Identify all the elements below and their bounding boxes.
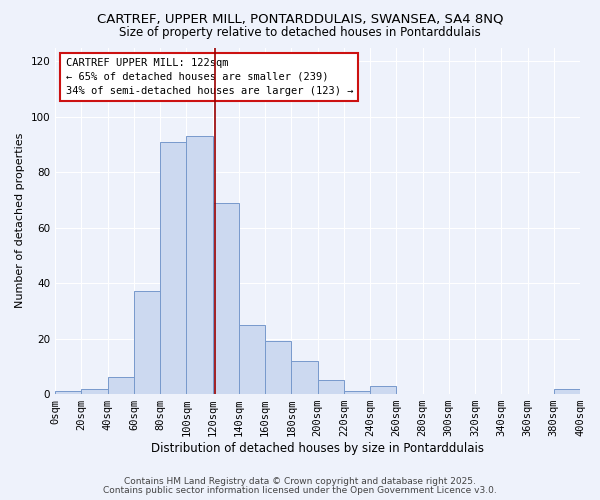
Text: Contains public sector information licensed under the Open Government Licence v3: Contains public sector information licen… bbox=[103, 486, 497, 495]
Bar bbox=[134, 292, 160, 394]
Bar bbox=[265, 342, 292, 394]
Bar bbox=[187, 136, 212, 394]
Y-axis label: Number of detached properties: Number of detached properties bbox=[15, 133, 25, 308]
Bar bbox=[370, 386, 397, 394]
Bar bbox=[317, 380, 344, 394]
Text: Contains HM Land Registry data © Crown copyright and database right 2025.: Contains HM Land Registry data © Crown c… bbox=[124, 477, 476, 486]
Bar bbox=[239, 325, 265, 394]
Text: CARTREF UPPER MILL: 122sqm
← 65% of detached houses are smaller (239)
34% of sem: CARTREF UPPER MILL: 122sqm ← 65% of deta… bbox=[65, 58, 353, 96]
Text: Size of property relative to detached houses in Pontarddulais: Size of property relative to detached ho… bbox=[119, 26, 481, 39]
Bar bbox=[160, 142, 187, 394]
Text: CARTREF, UPPER MILL, PONTARDDULAIS, SWANSEA, SA4 8NQ: CARTREF, UPPER MILL, PONTARDDULAIS, SWAN… bbox=[97, 12, 503, 26]
X-axis label: Distribution of detached houses by size in Pontarddulais: Distribution of detached houses by size … bbox=[151, 442, 484, 455]
Bar bbox=[107, 378, 134, 394]
Bar bbox=[292, 361, 317, 394]
Bar bbox=[554, 388, 580, 394]
Bar bbox=[212, 203, 239, 394]
Bar bbox=[82, 388, 107, 394]
Bar bbox=[344, 392, 370, 394]
Bar bbox=[55, 392, 82, 394]
